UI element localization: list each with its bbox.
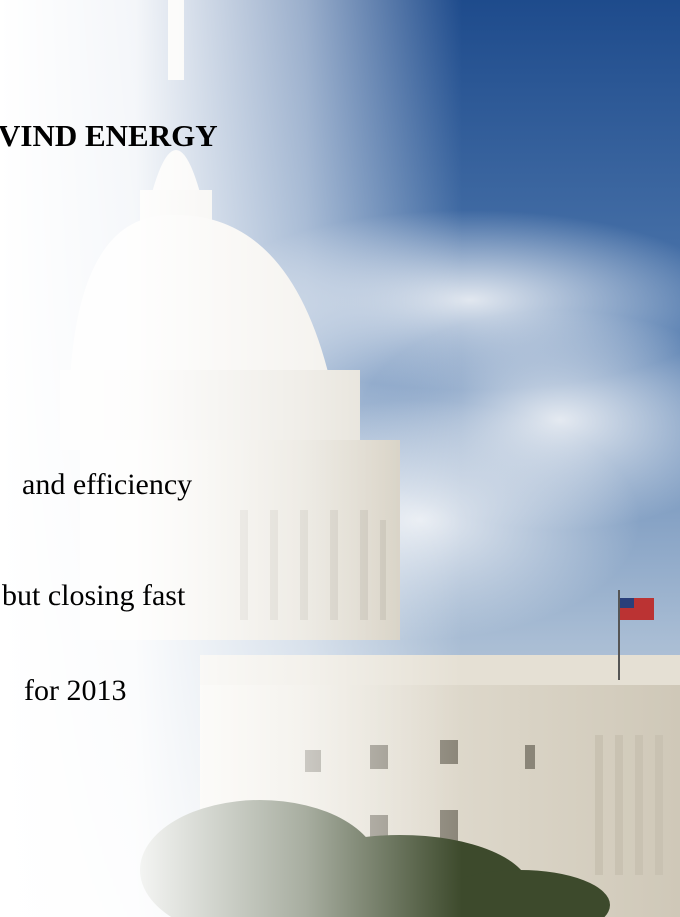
bullet-text: but closing fast xyxy=(2,579,186,612)
slide: VIND ENERGY and efficiency but closing f… xyxy=(0,0,680,917)
slide-title: VIND ENERGY xyxy=(0,118,218,153)
bullet-text: and efficiency xyxy=(22,468,192,501)
bullet-text: for 2013 xyxy=(24,674,126,707)
